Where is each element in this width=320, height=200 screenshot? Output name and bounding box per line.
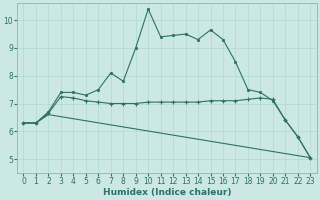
X-axis label: Humidex (Indice chaleur): Humidex (Indice chaleur) (103, 188, 231, 197)
